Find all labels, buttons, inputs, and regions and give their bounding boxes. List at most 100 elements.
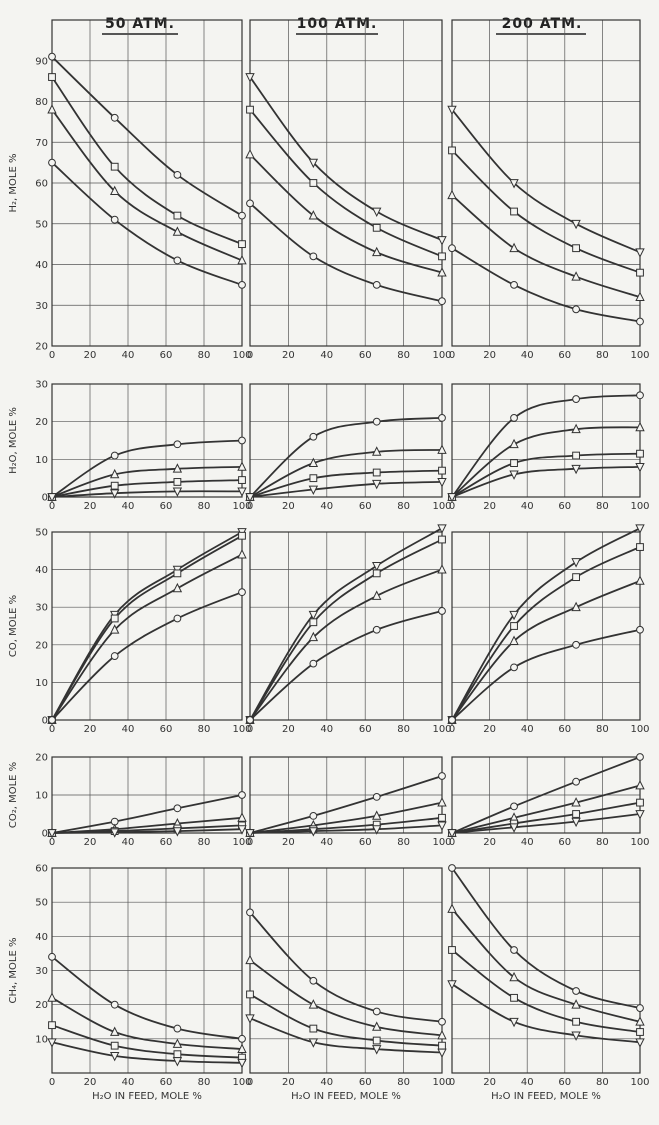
y-axis-label: H₂O, MOLE %	[8, 407, 19, 474]
series-line-2	[451, 580, 641, 721]
x-tick-label: 20	[84, 1077, 97, 1088]
y-tick-label: 20	[35, 753, 48, 764]
marker-circle	[110, 113, 119, 122]
series-line-0	[451, 756, 641, 834]
panel-r2-c2: 0 20 40 60 80 100	[447, 524, 650, 735]
marker-square	[372, 468, 381, 477]
marker-triangle-down	[245, 1014, 255, 1024]
marker-triangle	[509, 635, 519, 645]
marker-triangle	[447, 903, 457, 913]
marker-triangle-down	[308, 610, 319, 621]
series-line-0	[51, 439, 243, 498]
marker-square	[438, 813, 446, 822]
x-tick-label: 60	[558, 350, 571, 361]
marker-triangle-down	[47, 1038, 57, 1048]
series-line-1	[51, 535, 243, 721]
series-line-3	[51, 161, 243, 286]
marker-triangle	[571, 797, 581, 807]
marker-square	[173, 1050, 182, 1059]
marker-square	[448, 946, 456, 954]
series-line-0	[249, 417, 443, 498]
marker-triangle	[437, 267, 447, 277]
marker-triangle	[47, 992, 57, 1002]
marker-circle	[48, 52, 56, 61]
marker-square	[636, 1028, 644, 1036]
series-line-2	[51, 109, 243, 262]
marker-circle	[572, 987, 580, 995]
marker-triangle-down	[437, 478, 447, 488]
marker-triangle-down	[308, 1038, 319, 1048]
y-tick-label: 0	[42, 493, 48, 504]
marker-circle	[309, 812, 318, 820]
marker-triangle-down	[437, 236, 447, 246]
x-tick-label: 60	[558, 1077, 571, 1088]
panel-frame	[51, 531, 243, 721]
marker-triangle-down	[437, 1048, 447, 1059]
x-tick-label: 0	[449, 1077, 455, 1088]
marker-triangle	[372, 590, 382, 600]
x-tick-label: 40	[320, 501, 333, 512]
y-tick-label: 30	[35, 603, 48, 614]
marker-square	[572, 244, 580, 253]
y-tick-label: 20	[35, 1000, 48, 1011]
marker-triangle	[172, 463, 183, 473]
series-line-1	[51, 997, 243, 1050]
marker-triangle	[245, 148, 255, 159]
marker-triangle-down	[509, 470, 519, 480]
y-axis-label: CO, MOLE %	[8, 595, 19, 657]
marker-square	[636, 268, 644, 277]
panel-r3-c1: 0 20 40 60 80 100	[245, 756, 452, 848]
marker-circle	[572, 305, 580, 314]
marker-circle	[636, 625, 644, 634]
marker-triangle	[237, 461, 247, 471]
x-tick-label: 40	[122, 1077, 135, 1088]
x-tick-label: 60	[160, 1077, 173, 1088]
panel-frame	[249, 867, 443, 1074]
series-line-1	[249, 959, 443, 1037]
x-tick-label: 0	[247, 724, 253, 735]
marker-triangle	[172, 1038, 183, 1048]
marker-circle	[110, 451, 119, 460]
marker-circle	[510, 280, 518, 289]
column-header: 200 ATM.	[502, 16, 583, 32]
marker-triangle-down	[245, 73, 255, 83]
series-line-3	[51, 1041, 243, 1064]
panel-r0-c2: 0 20 40 60 80 100	[447, 19, 650, 361]
marker-circle	[309, 659, 318, 668]
marker-triangle-down	[245, 493, 255, 503]
marker-circle	[372, 793, 381, 801]
marker-triangle	[237, 549, 247, 559]
x-tick-label: 80	[397, 724, 410, 735]
y-tick-label: 20	[35, 417, 48, 428]
x-tick-label: 0	[449, 724, 455, 735]
series-line-1	[451, 426, 641, 498]
panel-frame	[451, 531, 641, 721]
x-tick-label: 0	[449, 837, 455, 848]
x-tick-label: 20	[282, 501, 295, 512]
marker-square	[246, 105, 254, 114]
x-tick-label: 60	[359, 350, 372, 361]
marker-square	[510, 207, 518, 216]
marker-triangle	[109, 185, 120, 196]
series-line-1	[249, 109, 443, 258]
x-tick-label: 40	[320, 350, 333, 361]
y-tick-label: 90	[35, 56, 48, 67]
x-tick-label: 100	[432, 1077, 451, 1088]
x-tick-label: 0	[449, 501, 455, 512]
x-tick-label: 20	[84, 724, 97, 735]
y-tick-label: 10	[35, 455, 48, 466]
x-tick-label: 0	[247, 350, 253, 361]
x-tick-label: 100	[232, 837, 251, 848]
marker-circle	[48, 158, 56, 167]
panel-frame	[51, 867, 243, 1074]
y-tick-label: 30	[35, 380, 48, 391]
marker-square	[636, 449, 644, 458]
marker-circle	[572, 777, 580, 786]
x-tick-label: 80	[397, 1077, 410, 1088]
marker-triangle	[109, 468, 120, 479]
marker-square	[510, 459, 518, 468]
panel-r1-c2: 0 20 40 60 80 100	[447, 383, 650, 512]
marker-triangle	[571, 999, 581, 1009]
